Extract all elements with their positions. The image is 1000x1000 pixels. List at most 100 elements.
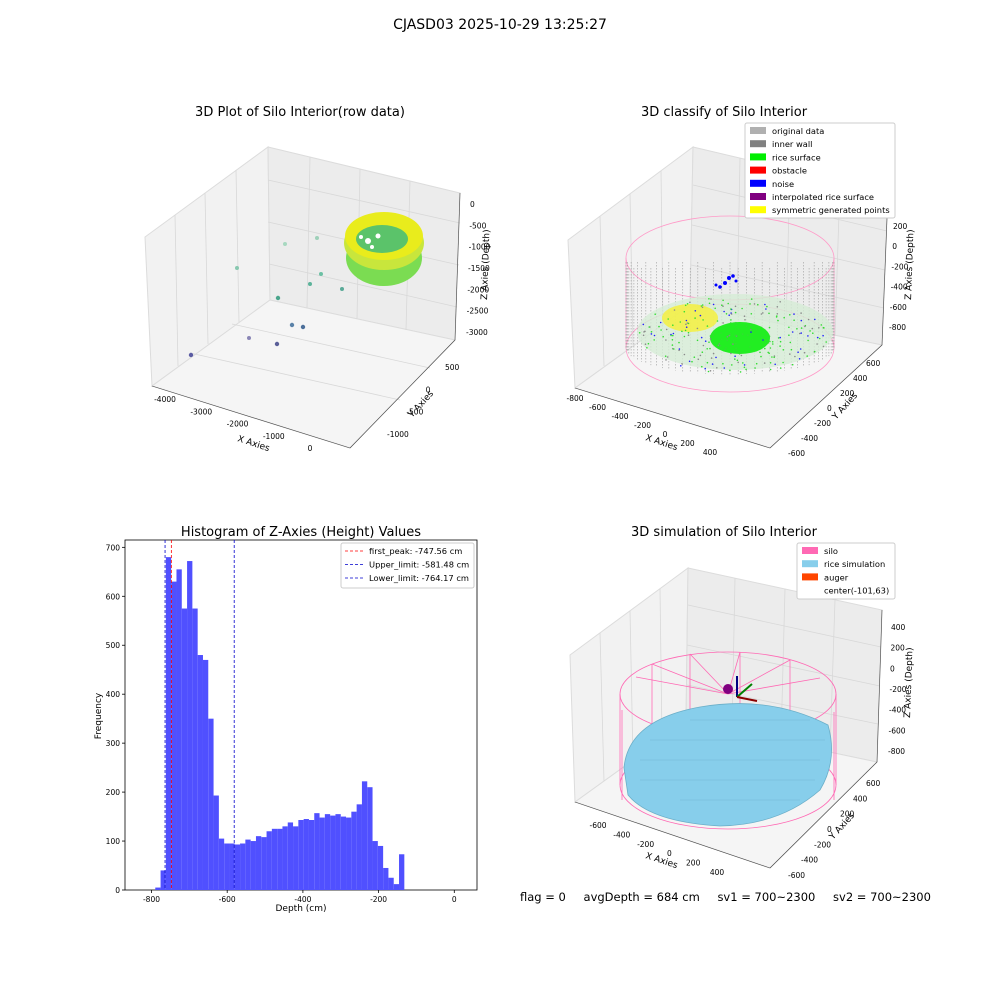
histogram-bar: [181, 608, 188, 890]
histogram-bar: [340, 816, 347, 890]
classify-legend-swatch: [750, 179, 766, 187]
raw-z-tick: -1000: [469, 243, 491, 252]
classify-legend-label: interpolated rice surface: [772, 192, 874, 202]
classify-y-tick: 0: [827, 404, 832, 413]
raw-y-tick: -500: [406, 408, 423, 417]
sim-legend-swatch: [802, 547, 818, 554]
histogram-x-ticks: -800 -600 -400 -200 0: [143, 890, 457, 904]
classify-legend-swatch: [750, 140, 766, 148]
histogram-bar: [308, 820, 315, 890]
classify-z-tick: -800: [889, 323, 906, 332]
sim-y-tick: -600: [788, 871, 805, 880]
sim-y-tick: 200: [840, 810, 855, 819]
classify-noise-cluster: [714, 274, 738, 289]
histogram-bar: [160, 870, 166, 890]
histogram-x-tick-label: -800: [143, 895, 160, 904]
sim-z-tick-labels: 400 200 0 -200 -400 -600 -800: [888, 623, 907, 756]
panel-raw-title: 3D Plot of Silo Interior(row data): [195, 105, 405, 120]
sim-x-tick: 400: [710, 868, 725, 877]
raw-x-tick: -2000: [227, 420, 249, 429]
sim-x-tick: -400: [613, 830, 630, 839]
raw-x-tick: 0: [308, 444, 313, 453]
histogram-x-tick-label: -200: [370, 895, 387, 904]
histogram-legend-label: Upper_limit: -581.48 cm: [369, 560, 469, 570]
classify-rice-surface: [637, 294, 833, 370]
sim-x-tick-labels: -600 -400 -200 0 200 400: [589, 821, 724, 877]
classify-z-tick: -600: [890, 303, 907, 312]
classify-legend-swatch: [750, 193, 766, 200]
histogram-y-tick-label: 600: [106, 592, 121, 601]
histogram-bar: [287, 822, 294, 890]
histogram-bar: [324, 814, 331, 890]
classify-x-tick: 400: [703, 448, 718, 457]
histogram-bar: [155, 887, 161, 890]
histogram-x-tick-label: -400: [294, 895, 311, 904]
classify-x-tick: -800: [566, 394, 583, 403]
classify-x-tick: 200: [680, 439, 695, 448]
classify-legend-swatch: [750, 166, 766, 174]
sim-z-tick: -200: [890, 685, 907, 694]
raw-outlier-points: [188, 236, 344, 358]
sv2-value: sv2 = 700~2300: [833, 890, 931, 904]
sim-auger-marker: [723, 676, 758, 702]
figure-title: CJASD03 2025-10-29 13:25:27: [393, 17, 607, 33]
classify-y-tick-labels: 600 400 200 0 -200 -400 -600: [788, 359, 881, 458]
histogram-bar: [372, 841, 378, 890]
histogram-bar: [361, 781, 368, 890]
raw-z-tick: -1500: [468, 264, 490, 273]
classify-y-tick: -200: [814, 419, 831, 428]
classify-legend-label: noise: [772, 179, 794, 189]
histogram-y-tick-label: 400: [106, 690, 121, 699]
panel-histogram: Histogram of Z-Axies (Height) Values -80…: [94, 525, 478, 914]
histogram-bar: [271, 828, 278, 890]
histogram-legend: first_peak: -747.56 cm Upper_limit: -581.…: [340, 542, 475, 589]
histogram-legend-label: Lower_limit: -764.17 cm: [369, 573, 469, 583]
classify-legend-label: inner wall: [772, 139, 812, 149]
avg-depth-value: avgDepth = 684 cm: [583, 890, 700, 904]
classify-z-tick: -400: [891, 283, 908, 292]
raw-x-tick: -3000: [190, 407, 212, 416]
raw-y-tick: 0: [426, 385, 431, 394]
histogram-bar: [399, 854, 405, 890]
classify-legend-swatch: [750, 206, 766, 214]
raw-z-tick: 0: [470, 200, 475, 209]
raw-y-tick: 500: [445, 363, 460, 372]
histogram-bar: [367, 787, 373, 890]
histogram-bar: [165, 557, 172, 890]
raw-x-tick: -4000: [154, 395, 176, 404]
panel-classify-title: 3D classify of Silo Interior: [641, 105, 808, 120]
sim-legend-swatch: [802, 573, 818, 581]
histogram-bar: [224, 843, 230, 890]
histogram-y-axis-label: Frequency: [94, 692, 104, 739]
histogram-title: Histogram of Z-Axies (Height) Values: [181, 525, 421, 540]
sim-legend: silo rice simulation auger center(-101,63): [796, 542, 896, 600]
sim-legend-swatch: [802, 560, 818, 568]
classify-legend-label: obstacle: [772, 166, 807, 176]
histogram-bar: [255, 836, 262, 890]
classify-y-tick: 400: [853, 374, 868, 383]
histogram-bar: [208, 718, 214, 890]
histogram-x-tick-label: 0: [452, 895, 457, 904]
panel-raw-data: 3D Plot of Silo Interior(row data): [144, 105, 492, 454]
histogram-bar: [383, 867, 389, 890]
histogram-bar: [261, 837, 267, 890]
histogram-bar: [234, 844, 241, 890]
histogram-bar: [229, 843, 235, 890]
histogram-bar: [250, 841, 256, 890]
sim-y-tick: -200: [814, 840, 831, 849]
sim-y-tick: -400: [801, 856, 818, 865]
classify-z-tick: -200: [891, 262, 908, 271]
histogram-bar: [240, 843, 246, 890]
classify-y-tick: 200: [840, 389, 855, 398]
histogram-bar: [330, 815, 336, 890]
histogram-y-ticks: 0 100 200 300 400 500 600 700: [106, 543, 125, 895]
histogram-bars: [155, 557, 405, 890]
raw-z-tick: -2000: [467, 285, 489, 294]
raw-z-tick-labels: 0 -500 -1000 -1500 -2000 -2500 -3000: [466, 200, 491, 337]
histogram-bar: [202, 659, 209, 890]
histogram-bar: [245, 839, 251, 890]
histogram-bar: [346, 817, 352, 890]
flag-value: flag = 0: [520, 890, 566, 904]
panel-simulation: 3D simulation of Silo Interior: [569, 525, 915, 880]
histogram-bar: [351, 811, 357, 890]
